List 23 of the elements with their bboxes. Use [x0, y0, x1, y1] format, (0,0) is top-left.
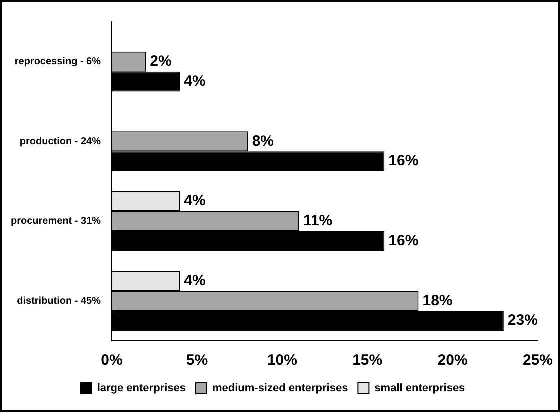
data-label: 11%	[303, 212, 333, 230]
legend-label: large enterprises	[97, 382, 186, 395]
legend-label: small enterprises	[374, 382, 466, 395]
data-label: 16%	[388, 152, 419, 170]
y-tick-label: procurement - 31%	[10, 216, 102, 228]
x-tick-label: 5%	[186, 352, 208, 370]
x-tick-label: 25%	[522, 352, 554, 370]
data-label: 4%	[184, 72, 206, 90]
legend-label: medium-sized enterprises	[212, 382, 348, 395]
x-tick-label: 20%	[438, 352, 468, 370]
data-label: 4%	[184, 192, 206, 210]
data-label: 2%	[150, 53, 172, 70]
data-label: 18%	[422, 292, 453, 310]
x-tick-label: 0%	[101, 352, 123, 370]
y-tick-label: reprocessing - 6%	[14, 56, 102, 68]
data-label: 8%	[252, 132, 274, 150]
data-label: 16%	[388, 232, 419, 250]
data-label: 23%	[508, 312, 538, 330]
x-tick-label: 15%	[352, 352, 383, 370]
data-label: 4%	[184, 272, 206, 290]
y-tick-label: distribution - 45%	[17, 296, 102, 307]
y-tick-label: production - 24%	[20, 136, 102, 148]
x-tick-label: 10%	[267, 352, 298, 370]
